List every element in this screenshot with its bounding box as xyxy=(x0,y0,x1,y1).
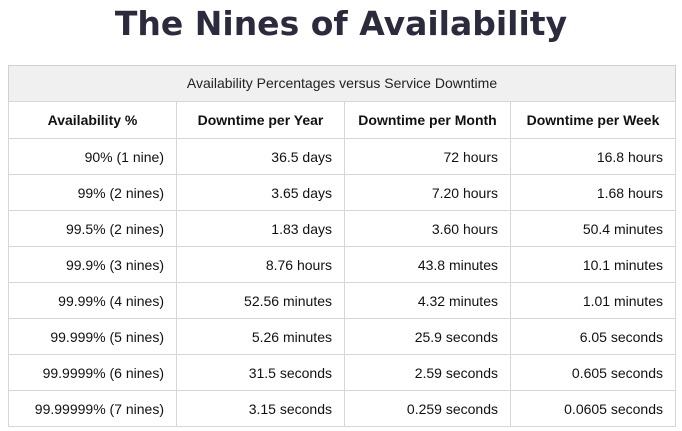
downtime-month-cell: 4.32 minutes xyxy=(344,282,511,319)
page-title: The Nines of Availability xyxy=(114,4,568,43)
availability-cell: 99.9% (3 nines) xyxy=(8,246,177,283)
availability-cell: 99.5% (2 nines) xyxy=(8,210,177,247)
downtime-year-cell: 1.83 days xyxy=(176,210,345,247)
availability-cell: 99.99% (4 nines) xyxy=(8,282,177,319)
downtime-year-cell: 5.26 minutes xyxy=(176,318,345,355)
table-caption: Availability Percentages versus Service … xyxy=(8,65,676,101)
downtime-month-cell: 3.60 hours xyxy=(344,210,511,247)
downtime-year-cell: 8.76 hours xyxy=(176,246,345,283)
downtime-week-cell: 1.68 hours xyxy=(510,174,676,211)
downtime-week-cell: 0.605 seconds xyxy=(510,354,676,391)
table-row: 99.99% (4 nines) 52.56 minutes 4.32 minu… xyxy=(8,282,676,319)
availability-cell: 99.99999% (7 nines) xyxy=(8,390,177,427)
availability-cell: 99.999% (5 nines) xyxy=(8,318,177,355)
table-row: 90% (1 nine) 36.5 days 72 hours 16.8 hou… xyxy=(8,138,676,175)
downtime-month-cell: 2.59 seconds xyxy=(344,354,511,391)
downtime-week-cell: 1.01 minutes xyxy=(510,282,676,319)
downtime-month-cell: 0.259 seconds xyxy=(344,390,511,427)
downtime-month-cell: 72 hours xyxy=(344,138,511,175)
downtime-week-cell: 16.8 hours xyxy=(510,138,676,175)
table-row: 99% (2 nines) 3.65 days 7.20 hours 1.68 … xyxy=(8,174,676,211)
downtime-week-cell: 0.0605 seconds xyxy=(510,390,676,427)
header-downtime-year: Downtime per Year xyxy=(176,101,345,139)
downtime-week-cell: 6.05 seconds xyxy=(510,318,676,355)
downtime-year-cell: 3.15 seconds xyxy=(176,390,345,427)
downtime-week-cell: 10.1 minutes xyxy=(510,246,676,283)
header-downtime-month: Downtime per Month xyxy=(344,101,511,139)
downtime-year-cell: 31.5 seconds xyxy=(176,354,345,391)
header-downtime-week: Downtime per Week xyxy=(510,101,676,139)
availability-cell: 99% (2 nines) xyxy=(8,174,177,211)
table-row: 99.5% (2 nines) 1.83 days 3.60 hours 50.… xyxy=(8,210,676,247)
table-row: 99.9999% (6 nines) 31.5 seconds 2.59 sec… xyxy=(8,354,676,391)
downtime-year-cell: 36.5 days xyxy=(176,138,345,175)
downtime-year-cell: 52.56 minutes xyxy=(176,282,345,319)
table-row: 99.999% (5 nines) 5.26 minutes 25.9 seco… xyxy=(8,318,676,355)
availability-table: Availability Percentages versus Service … xyxy=(8,65,676,427)
downtime-year-cell: 3.65 days xyxy=(176,174,345,211)
availability-cell: 99.9999% (6 nines) xyxy=(8,354,177,391)
table-row: 99.99999% (7 nines) 3.15 seconds 0.259 s… xyxy=(8,390,676,427)
downtime-month-cell: 43.8 minutes xyxy=(344,246,511,283)
header-availability: Availability % xyxy=(8,101,177,139)
downtime-month-cell: 7.20 hours xyxy=(344,174,511,211)
downtime-month-cell: 25.9 seconds xyxy=(344,318,511,355)
downtime-week-cell: 50.4 minutes xyxy=(510,210,676,247)
availability-cell: 90% (1 nine) xyxy=(8,138,177,175)
table-row: 99.9% (3 nines) 8.76 hours 43.8 minutes … xyxy=(8,246,676,283)
header-row: Availability % Downtime per Year Downtim… xyxy=(8,101,676,139)
